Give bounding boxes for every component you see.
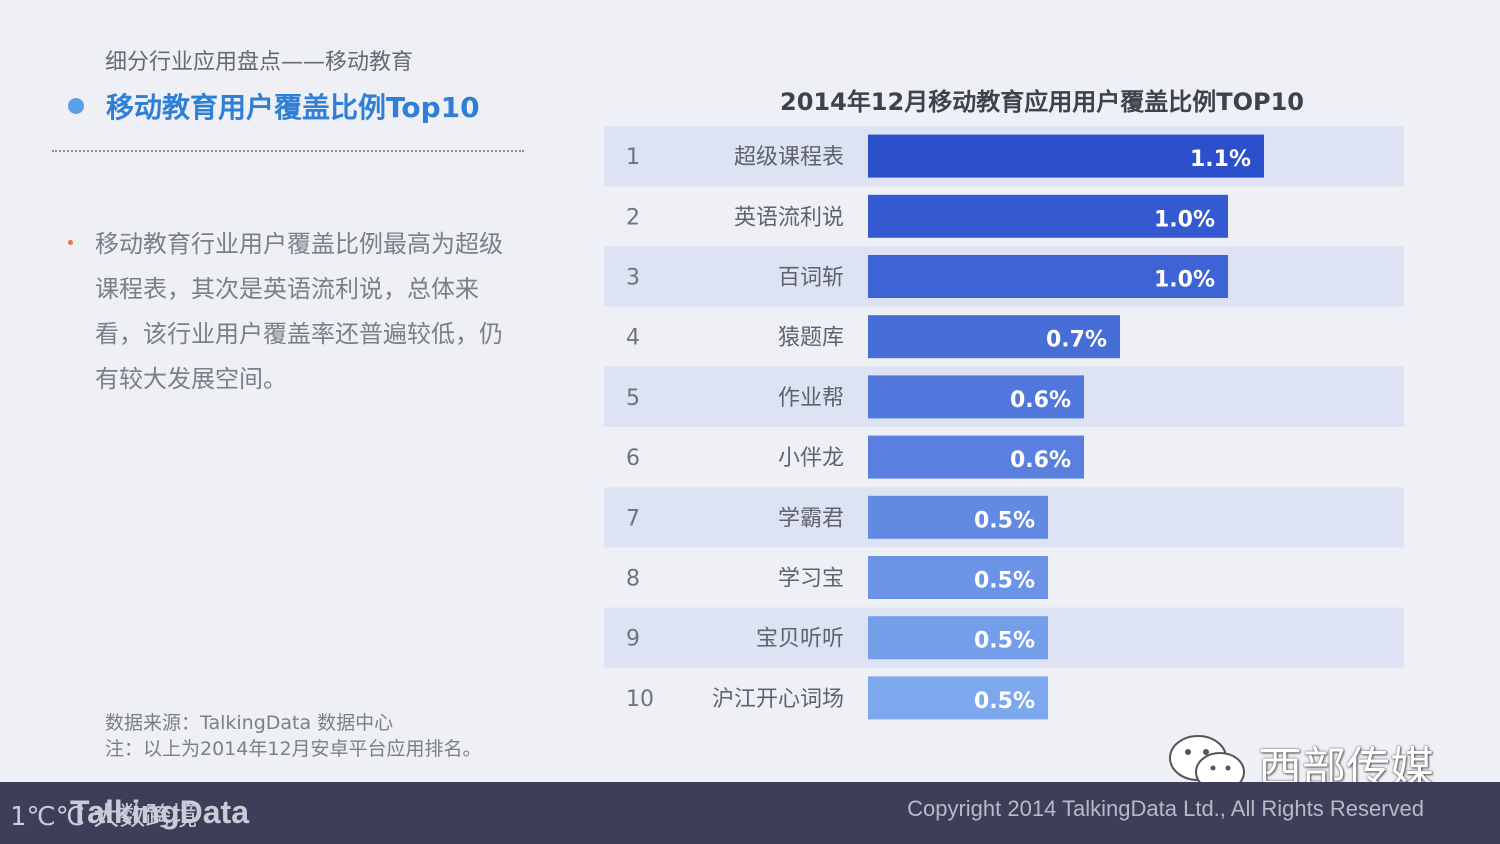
- footer-badge: 1℃℃ 大数跨境: [10, 802, 198, 832]
- category-label: 宝贝听听: [756, 627, 844, 652]
- bar: [868, 495, 1048, 539]
- category-label: 百词斩: [778, 266, 844, 291]
- bar: [868, 676, 1048, 720]
- source-line-2: 注：以上为2014年12月安卓平台应用排名。: [105, 738, 482, 760]
- footer-copyright: Copyright 2014 TalkingData Ltd., All Rig…: [907, 796, 1424, 821]
- category-label: 作业帮: [778, 386, 844, 411]
- page-headline: 移动教育用户覆盖比例Top10: [68, 86, 480, 126]
- bar: [868, 134, 1264, 178]
- rank-label: 8: [626, 567, 640, 592]
- value-label: 1.1%: [1190, 147, 1251, 172]
- bar: [868, 255, 1228, 298]
- value-label: 1.0%: [1154, 207, 1215, 232]
- value-label: 0.5%: [974, 569, 1035, 594]
- chart-title: 2014年12月移动教育应用用户覆盖比例TOP10: [780, 88, 1304, 116]
- value-label: 0.7%: [1046, 328, 1107, 353]
- bar: [868, 315, 1120, 359]
- category-label: 沪江开心词场: [712, 687, 844, 712]
- bar: [868, 375, 1084, 419]
- summary-bullet: 移动教育行业用户覆盖比例最高为超级课程表，其次是英语流利说，总体来看，该行业用户…: [68, 222, 508, 402]
- footer-brand: TalkingData: [70, 794, 249, 830]
- rank-label: 9: [626, 627, 640, 652]
- bar: [868, 435, 1084, 479]
- footer-bar: 1℃℃ 大数跨境 TalkingData Copyright 2014 Talk…: [0, 782, 1500, 844]
- value-label: 0.6%: [1010, 388, 1071, 413]
- category-label: 学习宝: [778, 567, 844, 592]
- summary-text: 移动教育行业用户覆盖比例最高为超级课程表，其次是英语流利说，总体来看，该行业用户…: [95, 230, 503, 393]
- bar: [868, 556, 1048, 599]
- rank-label: 2: [626, 205, 640, 230]
- value-label: 0.5%: [974, 629, 1035, 654]
- wechat-logo-icon: [1168, 734, 1246, 794]
- category-label: 超级课程表: [734, 145, 844, 170]
- rank-label: 5: [626, 386, 640, 411]
- headline-dot-icon: [68, 98, 84, 114]
- value-label: 1.0%: [1154, 268, 1215, 293]
- value-label: 0.5%: [974, 689, 1035, 714]
- page-subtitle: 细分行业应用盘点——移动教育: [105, 50, 414, 75]
- source-note: 数据来源：TalkingData 数据中心 注：以上为2014年12月安卓平台应…: [105, 710, 482, 762]
- rank-label: 4: [626, 326, 640, 351]
- rank-label: 3: [626, 266, 640, 291]
- category-label: 英语流利说: [734, 205, 844, 230]
- rank-label: 1: [626, 145, 640, 170]
- rank-label: 7: [626, 506, 640, 531]
- source-line-1: 数据来源：TalkingData 数据中心: [105, 712, 394, 734]
- bar: [868, 194, 1228, 238]
- category-label: 小伴龙: [778, 446, 844, 471]
- category-label: 学霸君: [778, 506, 844, 531]
- value-label: 0.5%: [974, 508, 1035, 533]
- category-label: 猿题库: [778, 326, 844, 351]
- bullet-dot-icon: [68, 240, 73, 245]
- divider: [52, 150, 524, 152]
- headline-text: 移动教育用户覆盖比例Top10: [106, 91, 480, 124]
- bar: [868, 616, 1048, 660]
- value-label: 0.6%: [1010, 448, 1071, 473]
- rank-label: 6: [626, 446, 640, 471]
- rank-label: 10: [626, 687, 654, 712]
